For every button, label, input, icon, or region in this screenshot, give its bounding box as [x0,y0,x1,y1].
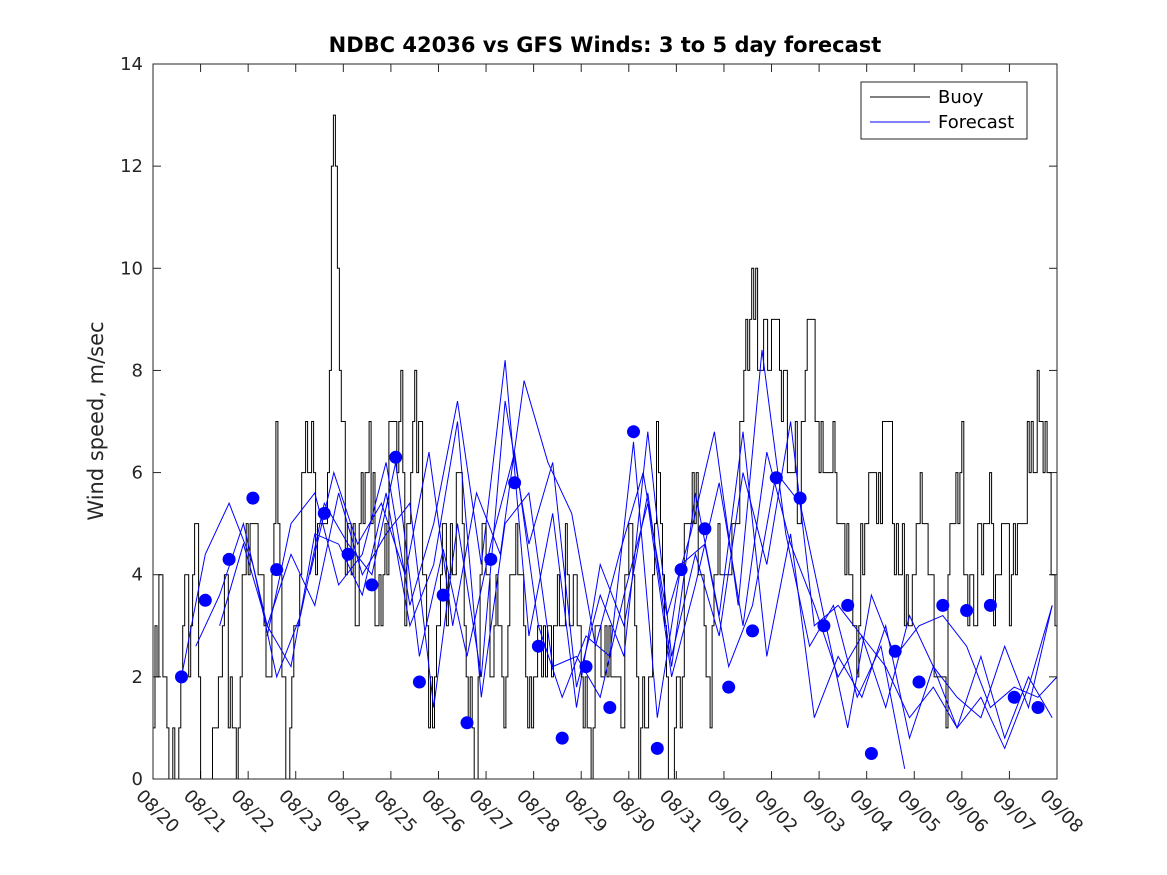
forecast-point [246,491,260,505]
forecast-line-2 [195,421,1053,719]
forecast-point [484,552,498,566]
forecast-points [175,425,1045,760]
forecast-point [912,675,926,689]
y-tick-label: 8 [132,360,143,381]
forecast-line-5 [309,349,906,769]
forecast-point [722,680,736,694]
forecast-point [175,670,188,684]
forecast-point [864,747,878,760]
forecast-point [1031,701,1045,714]
forecast-point [365,578,379,592]
y-tick-label: 2 [132,667,143,688]
forecast-point [603,701,617,714]
forecast-point [1007,690,1021,704]
forecast-point [412,675,426,689]
forecast-point [627,425,640,439]
forecast-point [650,741,664,755]
forecast-point [270,563,284,577]
forecast-point [888,644,902,658]
y-ticks: 0 2 4 6 8 10 12 14 [120,54,1057,790]
legend: Buoy Forecast [860,81,1028,140]
forecast-point [769,471,783,485]
forecast-point [460,716,474,730]
forecast-point [793,491,807,505]
y-tick-label: 6 [132,463,143,484]
forecast-point [841,598,855,612]
forecast-point [317,506,331,520]
legend-buoy-label: Buoy [938,87,984,108]
y-tick-label: 4 [132,565,143,586]
chart-title: NDBC 42036 vs GFS Winds: 3 to 5 day fore… [329,33,882,57]
forecast-point [674,563,688,577]
forecast-point [983,598,997,612]
forecast-point [746,624,759,638]
y-tick-label: 14 [120,54,143,75]
forecast-point [960,604,974,617]
forecast-point [936,598,950,612]
forecast-point [389,450,403,464]
forecast-point [579,660,593,674]
y-axis-label: Wind speed, m/sec [84,321,108,520]
buoy-line [153,114,1058,780]
forecast-point [222,552,236,566]
forecast-point [698,522,712,536]
forecast-line-4 [266,360,1053,750]
forecast-point [508,476,522,490]
forecast-line-3 [219,401,1053,740]
legend-forecast-label: Forecast [938,112,1014,133]
y-tick-label: 0 [132,769,143,790]
forecast-point [555,731,569,745]
forecast-point [198,593,212,607]
forecast-point [531,639,545,653]
forecast-point [817,619,831,633]
forecast-point [341,547,355,561]
buoy-series [153,114,1058,780]
forecast-point [436,588,450,602]
y-tick-label: 12 [120,156,143,177]
plot-frame [152,63,1058,780]
y-tick-label: 10 [120,258,143,279]
legend-box [860,81,1028,140]
